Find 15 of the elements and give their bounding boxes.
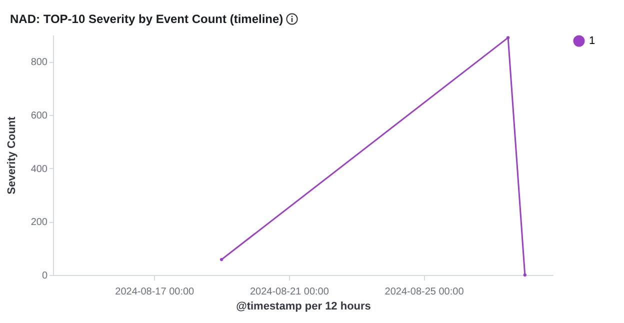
legend-label: 1 [589, 35, 596, 47]
x-tick-label: 2024-08-25 00:00 [384, 286, 464, 298]
point [523, 273, 526, 277]
x-tick-label: 2024-08-21 00:00 [250, 286, 330, 298]
point [506, 36, 510, 40]
x-axis-title: @timestamp per 12 hours [236, 300, 371, 312]
y-tick-label: 0 [42, 270, 48, 282]
y-tick-label: 800 [30, 57, 48, 68]
chart-title: NAD: TOP-10 Severity by Event Count (timeline) [10, 12, 284, 26]
y-tick-label: 200 [30, 217, 48, 228]
x-tick-label: 2024-08-17 00:00 [115, 286, 195, 298]
y-axis-title: Severity Count [6, 116, 18, 194]
point [220, 258, 224, 262]
y-tick-label: 600 [30, 110, 48, 122]
y-tick-label: 400 [30, 164, 48, 175]
